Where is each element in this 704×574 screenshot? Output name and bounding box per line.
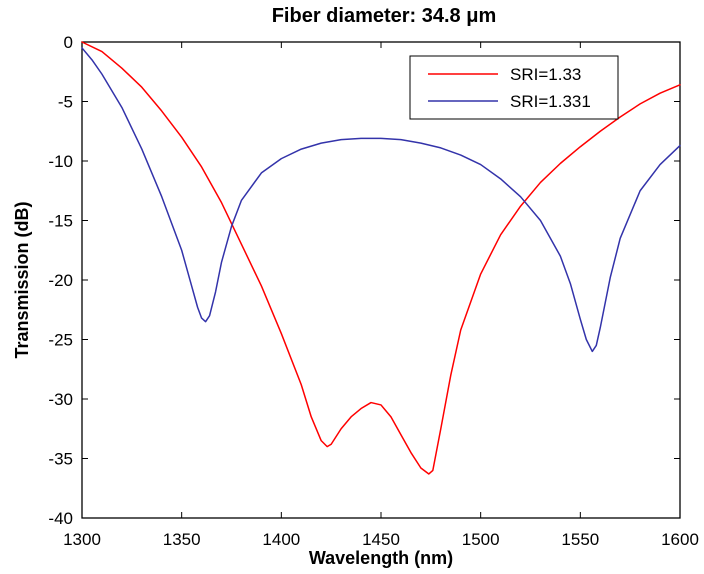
y-axis-label: Transmission (dB): [12, 201, 32, 358]
y-tick-label: 0: [64, 33, 73, 52]
chart-title: Fiber diameter: 34.8 μm: [272, 5, 497, 27]
y-tick-label: -15: [48, 212, 73, 231]
legend-label-2: SRI=1.331: [510, 92, 591, 111]
x-tick-label: 1500: [462, 530, 500, 549]
y-tick-label: -35: [48, 450, 73, 469]
series-line-1: [81, 41, 681, 475]
y-tick-label: -5: [58, 93, 73, 112]
y-tick-label: -10: [48, 152, 73, 171]
x-tick-label: 1600: [661, 530, 699, 549]
x-tick-label: 1450: [362, 530, 400, 549]
legend-box: [409, 55, 619, 120]
plot-layer: 1300 1350 1400 1450 1500 1550 1600 0 -5 -10 -15 -20…: [48, 33, 698, 549]
x-tick-label: 1300: [63, 530, 101, 549]
y-tick-label: -40: [48, 509, 73, 528]
x-axis-label: Wavelength (nm): [309, 548, 453, 568]
y-tick-label: -30: [48, 390, 73, 409]
y-tick-label: -25: [48, 331, 73, 350]
y-tick-label: -20: [48, 271, 73, 290]
x-tick-label: 1350: [163, 530, 201, 549]
x-tick-label: 1550: [561, 530, 599, 549]
x-tick-label: 1400: [262, 530, 300, 549]
legend-label-1: SRI=1.33: [510, 65, 581, 84]
series-line-2: [81, 47, 681, 353]
plot-frame: [81, 41, 681, 519]
